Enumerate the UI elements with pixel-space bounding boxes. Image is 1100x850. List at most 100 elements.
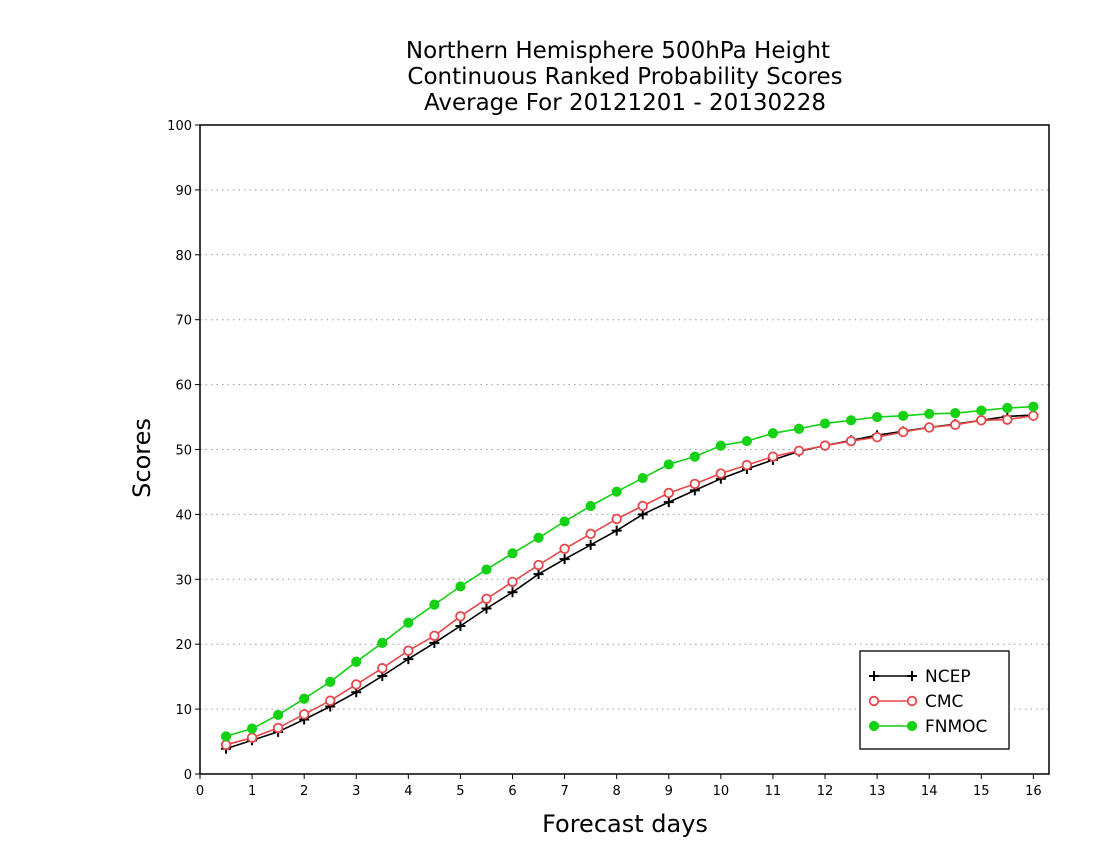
data-point-fnmoc bbox=[377, 637, 388, 649]
legend-label-cmc: CMC bbox=[925, 692, 963, 712]
data-point-fnmoc bbox=[793, 423, 805, 434]
data-point-fnmoc bbox=[611, 486, 622, 497]
data-point-cmc bbox=[611, 513, 622, 525]
data-point-fnmoc bbox=[325, 676, 336, 687]
y-tick-label: 90 bbox=[175, 184, 192, 199]
legend-label-fnmoc: FNMOC bbox=[925, 717, 987, 737]
data-point-fnmoc bbox=[663, 459, 674, 470]
data-point-ncep bbox=[455, 621, 466, 632]
data-point-fnmoc bbox=[845, 415, 857, 426]
x-tick-label: 11 bbox=[765, 784, 782, 799]
data-point-fnmoc bbox=[1002, 402, 1013, 414]
x-tick-label: 16 bbox=[1025, 784, 1042, 799]
y-tick-label: 20 bbox=[175, 638, 192, 653]
data-point-cmc bbox=[481, 593, 492, 604]
data-point-fnmoc bbox=[741, 435, 753, 447]
legend-label-ncep: NCEP bbox=[925, 667, 971, 687]
y-axis-title: Scores bbox=[128, 418, 156, 498]
x-tick-label: 12 bbox=[817, 784, 834, 799]
data-point-ncep bbox=[585, 539, 596, 550]
legend-marker-cmc bbox=[868, 695, 880, 707]
x-tick-label: 7 bbox=[560, 784, 568, 799]
data-point-ncep bbox=[533, 569, 544, 580]
x-tick-label: 0 bbox=[196, 784, 204, 799]
data-point-cmc bbox=[1028, 410, 1039, 421]
data-point-fnmoc bbox=[559, 516, 570, 527]
data-point-cmc bbox=[272, 722, 284, 734]
data-point-cmc bbox=[403, 645, 414, 656]
series-fnmoc bbox=[220, 401, 1039, 742]
x-axis-title: Forecast days bbox=[542, 810, 708, 838]
x-tick-label: 15 bbox=[973, 784, 990, 799]
data-point-fnmoc bbox=[976, 405, 987, 416]
data-point-cmc bbox=[637, 500, 648, 512]
data-point-fnmoc bbox=[273, 709, 284, 721]
x-tick-label: 14 bbox=[921, 784, 938, 799]
legend-item-fnmoc: FNMOC bbox=[868, 717, 987, 737]
x-tick-label: 10 bbox=[713, 784, 730, 799]
series-layer bbox=[220, 401, 1039, 754]
y-tick-label: 40 bbox=[175, 508, 192, 523]
data-point-cmc bbox=[1002, 414, 1013, 425]
data-point-ncep bbox=[481, 603, 492, 614]
data-point-fnmoc bbox=[767, 428, 779, 439]
y-tick-label: 0 bbox=[184, 768, 192, 783]
data-point-cmc bbox=[793, 445, 805, 456]
data-point-fnmoc bbox=[819, 418, 831, 429]
data-point-cmc bbox=[819, 440, 831, 451]
x-tick-label: 8 bbox=[613, 784, 621, 799]
data-point-cmc bbox=[897, 426, 909, 438]
data-point-fnmoc bbox=[481, 564, 492, 575]
data-point-cmc bbox=[845, 435, 857, 447]
y-tick-label: 10 bbox=[175, 703, 192, 718]
data-point-cmc bbox=[871, 431, 883, 443]
data-point-fnmoc bbox=[637, 472, 648, 484]
y-tick-label: 80 bbox=[175, 249, 192, 264]
x-tick-label: 13 bbox=[869, 784, 886, 799]
data-point-cmc bbox=[715, 468, 727, 479]
legend-marker-fnmoc bbox=[906, 720, 918, 732]
data-point-cmc bbox=[351, 679, 362, 690]
data-point-ncep bbox=[559, 554, 570, 565]
chart-title-line-1: Northern Hemisphere 500hPa Height bbox=[406, 38, 830, 64]
data-point-fnmoc bbox=[950, 408, 961, 419]
legend-marker-fnmoc bbox=[868, 720, 880, 732]
data-point-cmc bbox=[767, 451, 779, 462]
x-tick-label: 9 bbox=[665, 784, 673, 799]
legend-marker-cmc bbox=[906, 695, 918, 707]
data-point-cmc bbox=[585, 528, 596, 540]
y-tick-label: 50 bbox=[175, 444, 192, 459]
legend-box bbox=[859, 650, 1010, 750]
data-point-cmc bbox=[455, 611, 466, 622]
data-point-fnmoc bbox=[533, 532, 544, 543]
x-tick-label: 2 bbox=[300, 784, 308, 799]
data-point-fnmoc bbox=[715, 440, 726, 451]
data-point-fnmoc bbox=[585, 500, 596, 512]
chart-title-line-3: Average For 20121201 - 20130228 bbox=[424, 90, 826, 116]
data-point-ncep bbox=[507, 587, 518, 598]
data-point-fnmoc bbox=[689, 451, 700, 462]
data-point-cmc bbox=[533, 559, 544, 571]
data-point-fnmoc bbox=[507, 548, 518, 559]
chart-title-line-2: Continuous Ranked Probability Scores bbox=[407, 64, 842, 90]
data-point-fnmoc bbox=[872, 411, 883, 423]
data-point-cmc bbox=[663, 487, 674, 499]
x-tick-label: 3 bbox=[352, 784, 360, 799]
data-point-cmc bbox=[246, 732, 258, 743]
data-point-cmc bbox=[298, 709, 310, 720]
legend-item-cmc: CMC bbox=[868, 692, 963, 712]
data-point-fnmoc bbox=[429, 599, 440, 610]
data-point-cmc bbox=[507, 576, 518, 588]
data-point-cmc bbox=[924, 422, 935, 433]
x-tick-label: 6 bbox=[508, 784, 516, 799]
x-tick-label: 1 bbox=[248, 784, 256, 799]
legend-marker-ncep bbox=[869, 671, 879, 681]
legend: NCEP CMC FNMOC bbox=[859, 650, 1010, 750]
data-point-ncep bbox=[611, 525, 622, 536]
data-point-cmc bbox=[689, 478, 701, 490]
legend-item-ncep: NCEP bbox=[869, 667, 971, 687]
data-point-cmc bbox=[741, 459, 753, 471]
data-point-cmc bbox=[377, 663, 388, 674]
